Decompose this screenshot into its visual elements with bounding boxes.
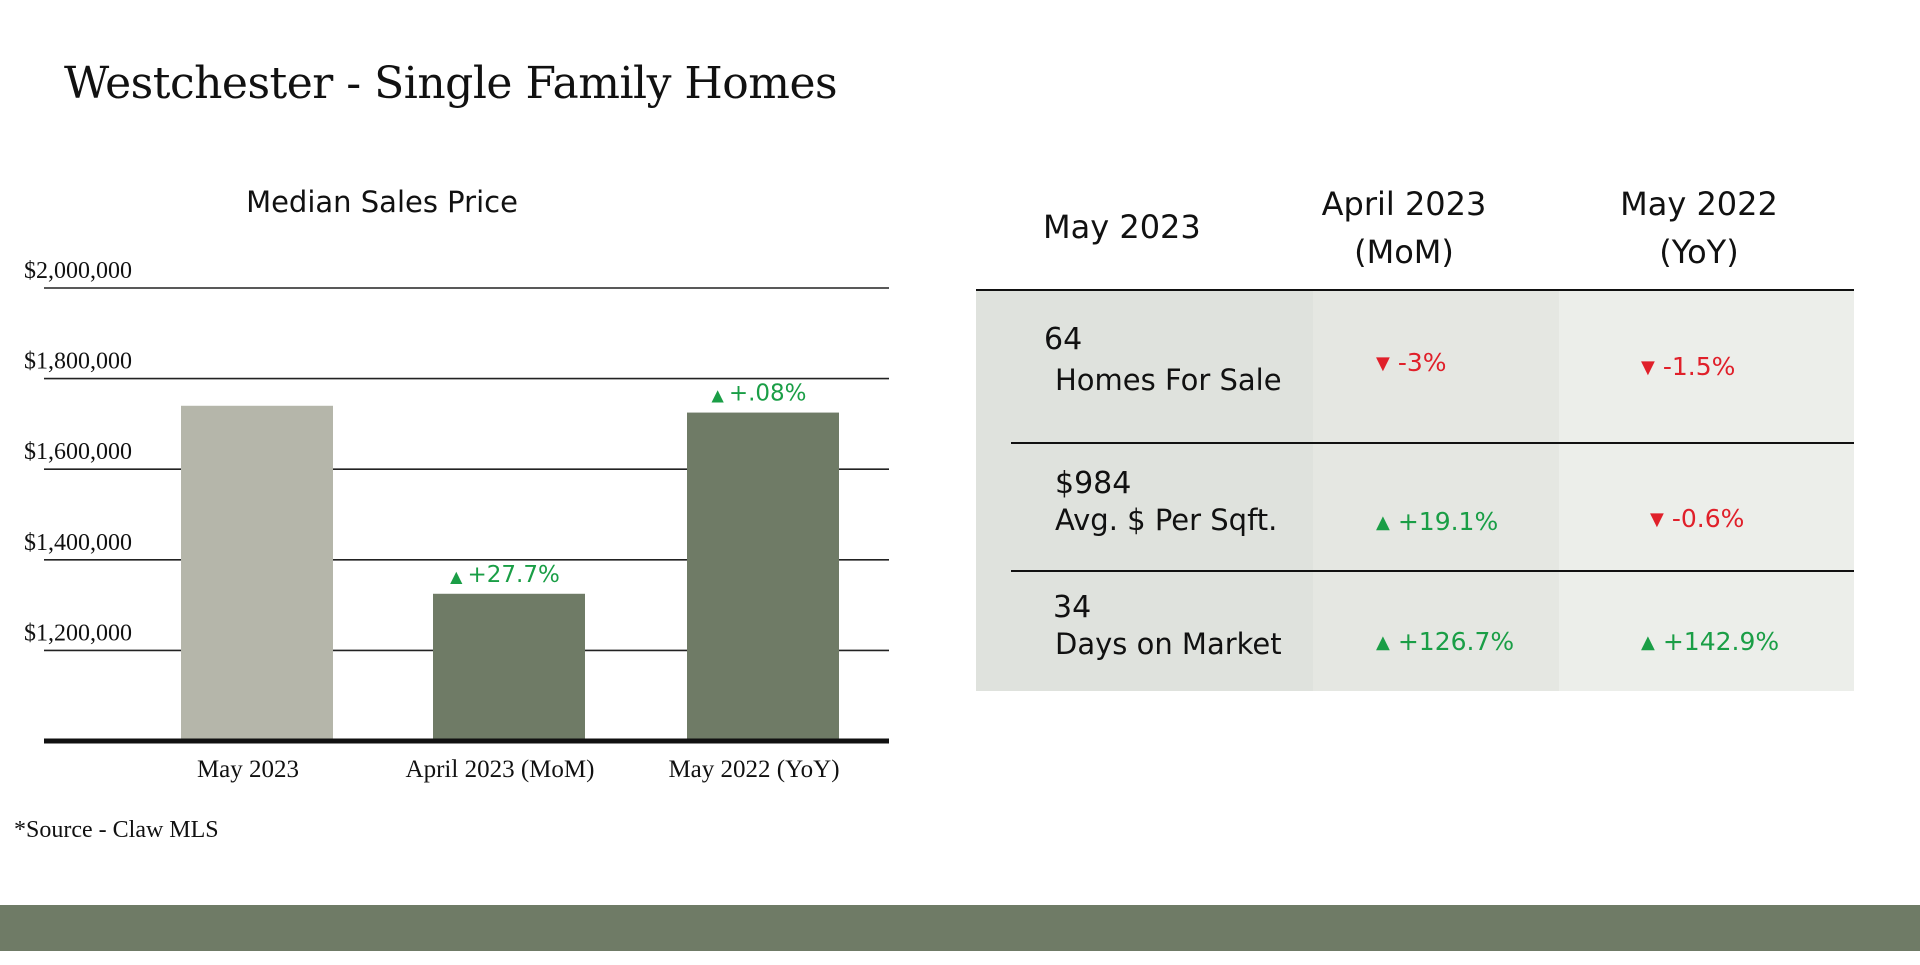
change-arrow-icon: ▼ (1650, 509, 1664, 530)
header-divider (976, 289, 1854, 291)
footer-band (0, 905, 1920, 951)
change-arrow-icon: ▲ (1376, 512, 1390, 533)
header-yoy: May 2022 (YoY) (1579, 180, 1819, 276)
change-arrow-icon: ▼ (1376, 353, 1390, 374)
days-on-market-yoy-change: ▲ +142.9% (1641, 627, 1779, 656)
y-tick-label: $1,600,000 (24, 439, 132, 465)
y-tick-label: $2,000,000 (24, 258, 132, 284)
source-note: *Source - Claw MLS (14, 817, 219, 843)
chart-title: Median Sales Price (246, 185, 518, 219)
row-divider (1011, 442, 1854, 444)
days-on-market-mom-change: ▲ +126.7% (1376, 627, 1514, 656)
x-tick-label: May 2023 (197, 756, 299, 783)
yoy-column-shade (1559, 290, 1854, 691)
bar-change-label: ▲ +27.7% (450, 562, 560, 588)
change-value: -1.5% (1662, 352, 1736, 381)
header-mom-line2: (MoM) (1354, 233, 1454, 271)
header-mom-line1: April 2023 (1321, 185, 1487, 223)
change-value: +142.9% (1662, 627, 1780, 656)
mom-column-shade (1313, 290, 1559, 691)
homes-for-sale-label: Homes For Sale (1055, 363, 1282, 397)
header-current: May 2023 (1043, 208, 1201, 246)
row-divider (1011, 570, 1854, 572)
avg-per-sqft-yoy-change: ▼ -0.6% (1650, 504, 1744, 533)
change-arrow-icon: ▲ (711, 386, 728, 405)
bar (181, 405, 333, 741)
header-mom: April 2023 (MoM) (1284, 180, 1524, 276)
change-value: +19.1% (1397, 507, 1499, 536)
avg-per-sqft-mom-change: ▲ +19.1% (1376, 507, 1498, 536)
change-value: +126.7% (1397, 627, 1515, 656)
y-tick-label: $1,400,000 (24, 530, 132, 556)
stats-table: May 2023 April 2023 (MoM) May 2022 (YoY)… (976, 180, 1854, 700)
label-column-shade (976, 290, 1313, 691)
homes-for-sale-value: 64 (1044, 322, 1083, 357)
x-tick-label: April 2023 (MoM) (406, 756, 595, 783)
change-arrow-icon: ▼ (1641, 357, 1655, 378)
x-tick-label: May 2022 (YoY) (668, 756, 839, 783)
avg-per-sqft-label: Avg. $ Per Sqft. (1055, 503, 1278, 537)
homes-for-sale-yoy-change: ▼ -1.5% (1641, 352, 1735, 381)
change-arrow-icon: ▲ (1641, 632, 1655, 653)
bar (687, 412, 839, 741)
header-yoy-line2: (YoY) (1659, 233, 1739, 271)
y-tick-label: $1,200,000 (24, 620, 132, 646)
change-value: -3% (1397, 348, 1447, 377)
bar (433, 593, 585, 741)
header-yoy-line1: May 2022 (1620, 185, 1778, 223)
days-on-market-value: 34 (1053, 590, 1092, 625)
median-sales-price-chart: Median Sales Price $2,000,000 $1,800,000 $… (24, 185, 889, 783)
change-value: -0.6% (1671, 504, 1745, 533)
y-tick-label: $1,800,000 (24, 349, 132, 375)
bar-change-label: ▲ +.08% (711, 381, 806, 407)
change-arrow-icon: ▲ (1376, 632, 1390, 653)
avg-per-sqft-value: $984 (1055, 466, 1132, 501)
page-title: Westchester - Single Family Homes (64, 58, 838, 109)
homes-for-sale-mom-change: ▼ -3% (1376, 348, 1447, 377)
days-on-market-label: Days on Market (1055, 627, 1282, 661)
change-arrow-icon: ▲ (450, 567, 467, 586)
